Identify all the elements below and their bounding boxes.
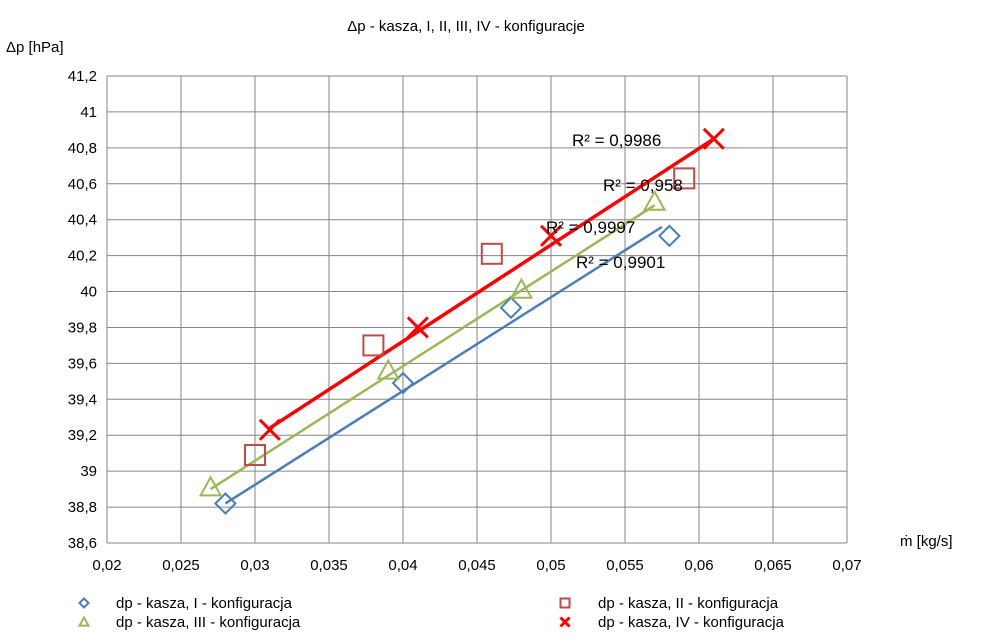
data-point-series-2 xyxy=(480,242,503,265)
legend-label-series-3: dp - kasza, III - konfiguracja xyxy=(116,614,301,631)
data-point-series-1 xyxy=(213,492,237,515)
y-tick-label: 40,6 xyxy=(68,176,97,193)
x-tick-label: 0,07 xyxy=(832,557,861,574)
y-tick-label: 40 xyxy=(80,284,97,301)
x-tick-label: 0,02 xyxy=(92,557,121,574)
trendline-series-1 xyxy=(224,225,663,505)
data-point-series-4 xyxy=(406,316,429,339)
data-point-series-1 xyxy=(391,371,415,395)
y-axis-label: Δp [hPa] xyxy=(6,39,64,56)
y-tick-label: 40,2 xyxy=(68,248,97,265)
data-point-series-2 xyxy=(244,443,266,466)
legend-marker-series-1 xyxy=(78,597,90,609)
y-tick-label: 38,6 xyxy=(68,535,97,552)
legend-marker-series-2 xyxy=(559,597,571,609)
r2-label-series-1: R² = 0,9901 xyxy=(576,253,665,272)
x-tick-label: 0,03 xyxy=(240,557,269,574)
x-tick-label: 0,055 xyxy=(606,557,644,574)
data-point-series-3 xyxy=(642,189,667,211)
trendline-series-3 xyxy=(209,204,656,491)
data-point-series-2 xyxy=(362,334,385,357)
x-tick-label: 0,035 xyxy=(310,557,348,574)
data-point-series-4 xyxy=(258,418,281,441)
x-tick-label: 0,04 xyxy=(388,557,417,574)
x-tick-labels: 0,02 0,025 0,03 0,035 0,04 0,045 0,05 0,055 0,06… xyxy=(92,557,861,574)
data-point-series-4 xyxy=(539,224,563,247)
data-point-series-3 xyxy=(509,277,534,299)
y-tick-label: 41,2 xyxy=(68,68,97,85)
y-tick-label: 38,8 xyxy=(68,499,97,516)
grid xyxy=(106,75,848,544)
r2-label-series-2: R² = 0,958 xyxy=(603,176,683,195)
r2-label-series-3: R² = 0,9997 xyxy=(546,218,635,237)
y-tick-label: 39,6 xyxy=(68,355,97,372)
data-point-series-3 xyxy=(198,475,223,497)
y-tick-label: 41 xyxy=(80,104,97,121)
data-point-series-4 xyxy=(702,127,725,150)
legend-marker-series-4 xyxy=(559,616,571,628)
legend-label-series-4: dp - kasza, IV - konfiguracja xyxy=(598,614,785,631)
y-tick-label: 39,8 xyxy=(68,319,97,336)
data-point-series-1 xyxy=(657,224,681,248)
data-point-series-2 xyxy=(673,167,696,190)
y-tick-labels: 38,6 38,8 39 39,2 39,4 39,6 39,8 40 40,2 40,4 40,6… xyxy=(68,68,97,552)
chart-title: Δp - kasza, I, II, III, IV - konfiguracj… xyxy=(347,18,585,35)
data-point-series-1 xyxy=(499,296,523,320)
r2-label-series-4: R² = 0,9986 xyxy=(572,131,661,150)
legend: dp - kasza, I - konfiguracja dp - kasza, … xyxy=(77,595,785,631)
legend-label-series-1: dp - kasza, I - konfiguracja xyxy=(116,595,293,612)
x-tick-label: 0,025 xyxy=(162,557,200,574)
legend-marker-series-3 xyxy=(77,615,91,627)
x-tick-label: 0,065 xyxy=(754,557,792,574)
trendline-series-4 xyxy=(268,137,715,430)
y-tick-label: 39 xyxy=(80,463,97,480)
y-tick-label: 39,4 xyxy=(68,391,97,408)
data-markers xyxy=(198,127,725,515)
x-tick-label: 0,045 xyxy=(458,557,496,574)
y-tick-label: 39,2 xyxy=(68,427,97,444)
legend-label-series-2: dp - kasza, II - konfiguracja xyxy=(598,595,779,612)
x-tick-label: 0,05 xyxy=(536,557,565,574)
data-point-series-3 xyxy=(376,358,400,380)
trendlines xyxy=(209,137,715,505)
y-tick-label: 40,4 xyxy=(68,212,97,229)
y-tick-label: 40,8 xyxy=(68,140,97,157)
r2-labels: R² = 0,9901 R² = 0,958 R² = 0,9997 R² = 0,9… xyxy=(546,131,683,272)
x-tick-label: 0,06 xyxy=(684,557,713,574)
x-axis-label: ṁ [kg/s] xyxy=(900,533,953,550)
